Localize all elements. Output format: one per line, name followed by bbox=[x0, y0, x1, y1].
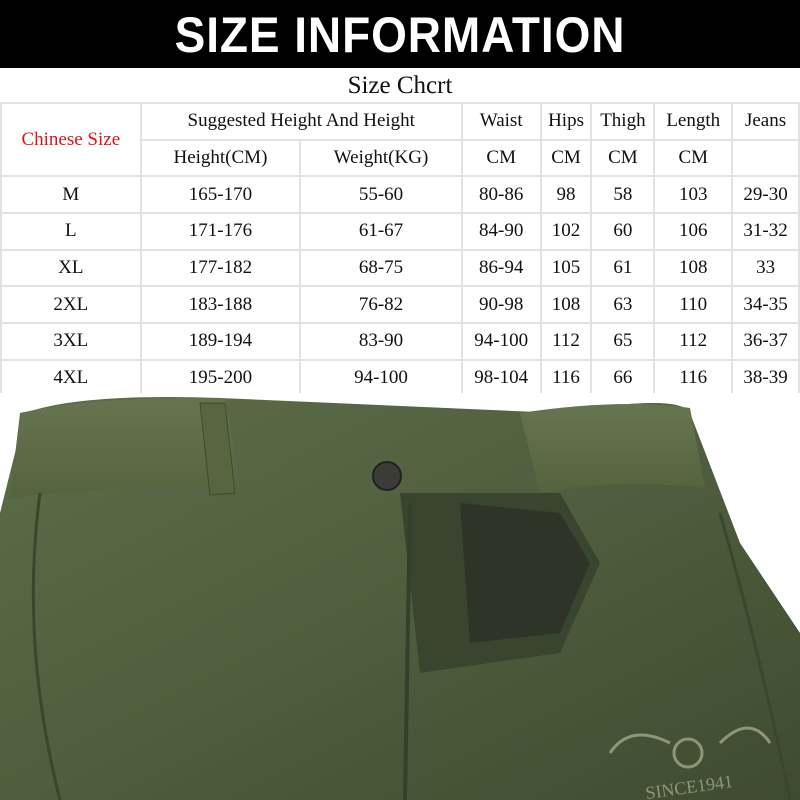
size-cell: 2XL bbox=[0, 285, 142, 325]
value-cell: 34-35 bbox=[731, 285, 800, 325]
value-cell: 183-188 bbox=[139, 285, 302, 325]
value-cell: 61-67 bbox=[299, 212, 463, 251]
value-cell: 66 bbox=[590, 358, 656, 398]
value-cell: 90-98 bbox=[460, 285, 542, 325]
value-cell: 58 bbox=[590, 175, 656, 215]
value-cell: 110 bbox=[653, 285, 734, 325]
value-cell: 94-100 bbox=[299, 358, 463, 398]
wings-logo bbox=[608, 726, 772, 769]
value-cell: 33 bbox=[731, 248, 800, 288]
button bbox=[372, 461, 402, 491]
column-header: Jeans bbox=[731, 102, 800, 141]
value-cell: 86-94 bbox=[460, 248, 542, 288]
pants-illustration: SINCE1941 bbox=[0, 397, 800, 800]
subheader-row: Height(CM) Weight(KG) CM CM CM CM bbox=[1, 138, 800, 178]
value-cell: 189-194 bbox=[139, 322, 302, 361]
value-cell: 63 bbox=[590, 285, 656, 325]
sub-header: CM bbox=[653, 138, 734, 178]
value-cell: 108 bbox=[653, 248, 734, 288]
value-cell: 116 bbox=[539, 358, 593, 398]
size-cell: XL bbox=[0, 248, 142, 288]
sub-header: CM bbox=[539, 138, 593, 178]
value-cell: 102 bbox=[539, 212, 593, 251]
value-cell: 60 bbox=[590, 212, 656, 251]
value-cell: 31-32 bbox=[731, 212, 800, 251]
column-header: Length bbox=[653, 102, 734, 141]
chinese-size-header: Chinese Size bbox=[0, 101, 142, 178]
size-cell: 4XL bbox=[0, 358, 142, 398]
sub-header: CM bbox=[590, 138, 656, 178]
column-header: Thigh bbox=[590, 102, 656, 141]
table-row: 4XL 195-200 94-100 98-104 116 66 116 38-39 bbox=[0, 358, 800, 398]
value-cell: 177-182 bbox=[139, 248, 302, 288]
sub-header: CM bbox=[460, 138, 542, 178]
banner-title-text: SIZE INFORMATION bbox=[174, 7, 626, 63]
size-cell: 3XL bbox=[0, 322, 142, 361]
table-row: 2XL 183-188 76-82 90-98 108 63 110 34-35 bbox=[0, 285, 800, 325]
waistband bbox=[10, 398, 240, 498]
value-cell: 106 bbox=[653, 212, 734, 251]
value-cell: 38-39 bbox=[731, 358, 800, 398]
size-cell: M bbox=[0, 175, 142, 215]
table-row: M 165-170 55-60 80-86 98 58 103 29-30 bbox=[0, 175, 800, 215]
value-cell: 195-200 bbox=[139, 358, 302, 398]
value-cell: 94-100 bbox=[460, 322, 542, 361]
product-photo: SINCE1941 bbox=[0, 393, 800, 800]
sub-header: Weight(KG) bbox=[299, 138, 463, 178]
value-cell: 171-176 bbox=[139, 212, 302, 251]
group-header: Suggested Height And Height bbox=[139, 102, 463, 141]
value-cell: 55-60 bbox=[299, 175, 463, 215]
value-cell: 36-37 bbox=[731, 322, 800, 361]
value-cell: 108 bbox=[539, 285, 593, 325]
table-row: L 171-176 61-67 84-90 102 60 106 31-32 bbox=[0, 212, 800, 251]
size-chart-table: Chinese Size Suggested Height And Height… bbox=[0, 101, 800, 398]
value-cell: 80-86 bbox=[460, 175, 542, 215]
mesh-lining bbox=[460, 503, 590, 643]
column-header: Waist bbox=[460, 102, 542, 141]
value-cell: 83-90 bbox=[299, 322, 463, 361]
value-cell: 76-82 bbox=[299, 285, 463, 325]
value-cell: 105 bbox=[539, 248, 593, 288]
value-cell: 98-104 bbox=[460, 358, 542, 398]
banner-title: SIZE INFORMATION bbox=[0, 0, 800, 68]
table-row: 3XL 189-194 83-90 94-100 112 65 112 36-37 bbox=[0, 322, 800, 361]
value-cell: 116 bbox=[653, 358, 734, 398]
chart-title: Size Chcrt bbox=[347, 72, 453, 99]
size-cell: L bbox=[0, 212, 142, 251]
sub-header: Height(CM) bbox=[139, 138, 302, 178]
header-row: Chinese Size Suggested Height And Height… bbox=[0, 101, 800, 178]
sub-header bbox=[731, 138, 800, 178]
value-cell: 112 bbox=[539, 322, 593, 361]
value-cell: 61 bbox=[590, 248, 656, 288]
value-cell: 103 bbox=[653, 175, 734, 215]
value-cell: 84-90 bbox=[460, 212, 542, 251]
value-cell: 65 bbox=[590, 322, 656, 361]
value-cell: 68-75 bbox=[299, 248, 463, 288]
table-row: XL 177-182 68-75 86-94 105 61 108 33 bbox=[0, 248, 800, 288]
value-cell: 165-170 bbox=[139, 175, 302, 215]
value-cell: 112 bbox=[653, 322, 734, 361]
column-header: Hips bbox=[539, 102, 593, 141]
value-cell: 29-30 bbox=[731, 175, 800, 215]
value-cell: 98 bbox=[539, 175, 593, 215]
